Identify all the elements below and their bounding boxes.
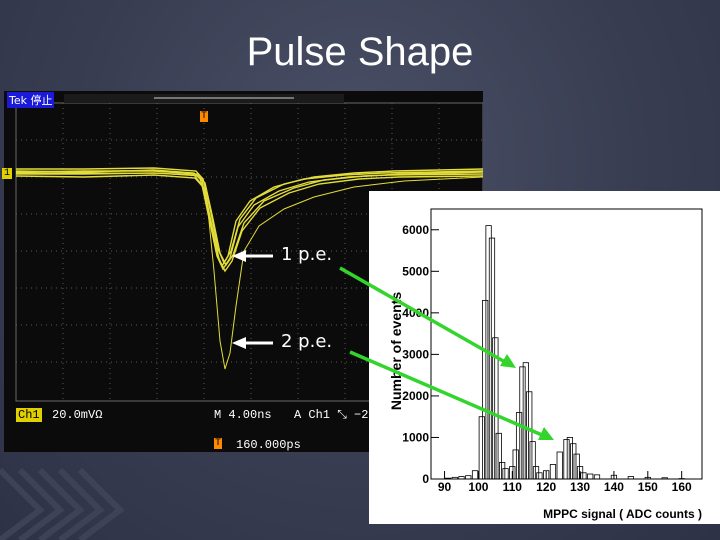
histogram-bar <box>556 451 563 480</box>
y-tick-label: 0 <box>422 472 429 486</box>
histogram-bar <box>627 476 634 480</box>
delay-readout: 160.000ps <box>236 438 301 452</box>
histogram-bar <box>570 443 577 480</box>
timebase-readout: M 4.00ns <box>214 408 272 422</box>
ch1-label: Ch1 <box>16 408 42 422</box>
histogram-bar <box>512 449 519 480</box>
y-tick-label: 1000 <box>402 430 429 444</box>
arrow-2pe-green <box>349 350 554 440</box>
histogram-bar <box>529 441 536 480</box>
delay-marker-icon: T <box>214 438 223 449</box>
x-tick-label: 110 <box>503 480 523 494</box>
x-tick-label: 150 <box>638 480 658 494</box>
slide-title: Pulse Shape <box>246 30 474 74</box>
volts-per-div: 20.0mVΩ <box>52 408 103 422</box>
histogram-bar <box>536 472 543 480</box>
histogram-bar <box>610 474 618 480</box>
histogram-bar <box>644 476 651 480</box>
x-tick-label: 100 <box>468 480 488 494</box>
y-tick-label: 5000 <box>402 264 429 278</box>
ch1-level-marker-icon: 1 <box>2 168 13 179</box>
oscilloscope-screen <box>15 94 483 402</box>
histogram-bar <box>580 472 587 480</box>
histogram-bar <box>519 366 526 480</box>
histogram-bars <box>444 225 685 480</box>
trace-2pe <box>16 172 483 370</box>
histogram-bar <box>522 362 529 480</box>
histogram-bar <box>661 477 668 480</box>
histogram-bar <box>526 391 533 480</box>
histogram-bar <box>509 466 516 480</box>
x-tick-label: 130 <box>570 480 590 494</box>
trigger-marker-icon: T <box>200 111 209 122</box>
x-tick-label: 90 <box>438 480 452 494</box>
histogram-bar <box>549 464 557 480</box>
histogram-bar <box>593 474 601 480</box>
scope-run-status: Tek 停止 <box>7 92 55 108</box>
arrow-2pe-white <box>232 337 273 349</box>
histogram-bar <box>543 470 550 480</box>
histogram-bar <box>444 477 452 480</box>
histogram-bar <box>488 237 496 480</box>
histogram-bar <box>495 432 502 480</box>
histogram-bar <box>587 473 594 480</box>
arrow-1pe-white <box>232 250 273 262</box>
histogram-bar <box>492 337 499 480</box>
histogram-bar <box>458 476 465 480</box>
trigger-readout: A Ch1 ⤡ −22 <box>294 408 376 422</box>
histogram-bar <box>566 437 573 480</box>
histogram-ylabel: Number of events <box>388 292 404 410</box>
histogram-bar <box>499 461 506 480</box>
histogram-bar <box>502 468 509 480</box>
y-tick-label: 6000 <box>402 223 429 237</box>
label-1pe: 1 p.e. <box>281 244 333 265</box>
y-tick-label: 3000 <box>402 347 429 361</box>
label-2pe: 2 p.e. <box>281 331 333 352</box>
histogram-bar <box>482 299 489 480</box>
histogram-bar <box>563 439 570 480</box>
histogram-bar <box>451 476 458 480</box>
x-tick-label: 140 <box>604 480 624 494</box>
y-tick-label: 2000 <box>402 389 429 403</box>
arrow-1pe-green <box>339 266 516 368</box>
histogram-bar <box>478 416 485 480</box>
x-tick-label: 120 <box>536 480 556 494</box>
histogram-bar <box>471 470 479 480</box>
histogram-xlabel: MPPC signal ( ADC counts ) <box>543 507 702 521</box>
histogram-bar <box>465 475 472 480</box>
histogram-bar <box>515 412 523 480</box>
x-tick-label: 160 <box>672 480 692 494</box>
